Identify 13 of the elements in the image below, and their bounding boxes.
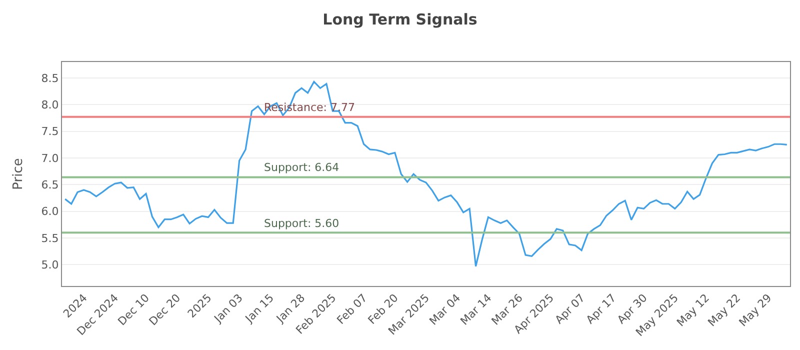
y-tick-label: 5.0: [41, 258, 59, 272]
y-tick-label: 7.0: [41, 152, 59, 165]
ref-line-label: Support: 6.64: [264, 161, 340, 174]
y-tick-label: 8.5: [41, 72, 59, 85]
y-tick-label: 8.0: [41, 98, 59, 112]
ref-line-label: Support: 5.60: [264, 217, 340, 230]
y-tick-label: 7.5: [41, 125, 59, 138]
y-tick-label: 6.5: [41, 178, 59, 192]
y-tick-label: 5.5: [41, 232, 59, 245]
line-series: [64, 80, 788, 268]
y-axis-title: Price: [11, 158, 26, 190]
y-tick-label: 6.0: [41, 205, 59, 218]
chart-title: Long Term Signals: [322, 10, 478, 28]
